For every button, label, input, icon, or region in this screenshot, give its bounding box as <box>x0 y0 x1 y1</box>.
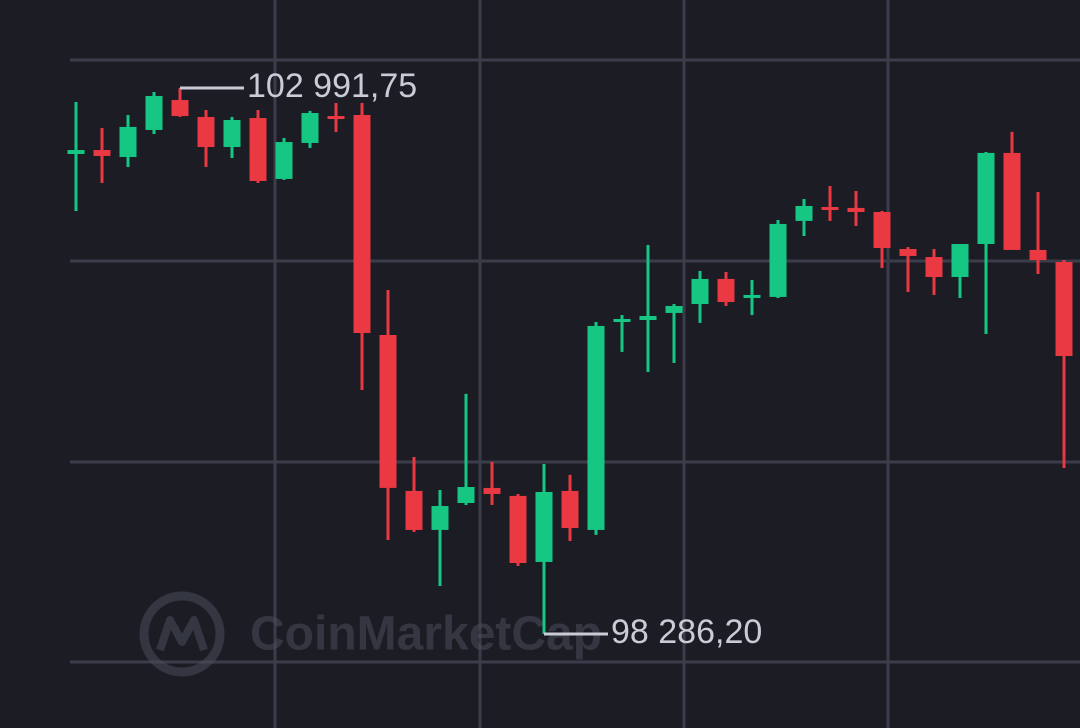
candle <box>717 271 735 306</box>
candle-body <box>561 490 579 528</box>
annotation-label: 98 286,20 <box>611 613 762 651</box>
candle <box>197 110 215 167</box>
candle-body <box>821 207 839 211</box>
annotation-label: 102 991,75 <box>247 67 417 105</box>
candle-body <box>275 142 293 179</box>
candle <box>691 270 709 323</box>
candle-body <box>1055 262 1073 356</box>
candle <box>301 110 319 148</box>
candle <box>795 198 813 237</box>
candle-body <box>119 126 137 157</box>
candle-body <box>587 325 605 530</box>
candle <box>379 289 397 541</box>
candle <box>951 244 969 298</box>
candle-body <box>145 95 163 130</box>
candle <box>171 87 189 117</box>
candle <box>353 103 371 390</box>
candle <box>743 279 761 316</box>
candle <box>405 456 423 533</box>
candle-body <box>457 486 475 504</box>
candle-body <box>509 495 527 563</box>
candle-body <box>483 487 501 494</box>
candle <box>1003 131 1021 250</box>
candle <box>873 210 891 268</box>
candle-body <box>639 315 657 321</box>
candle-body <box>171 100 189 117</box>
candle <box>483 461 501 505</box>
candle <box>223 116 241 159</box>
candle-body <box>613 318 631 322</box>
candle-body <box>535 491 553 562</box>
candle-body <box>93 150 111 156</box>
candle <box>821 186 839 221</box>
candle <box>1029 192 1047 274</box>
candle-body <box>795 205 813 221</box>
candle-body <box>977 152 995 245</box>
candle-body <box>899 249 917 256</box>
watermark-logo-mark <box>156 616 208 652</box>
candle-body <box>249 118 267 182</box>
candle-body <box>717 278 735 303</box>
candle <box>431 490 449 586</box>
watermark-logo <box>139 591 225 677</box>
candle <box>977 152 995 334</box>
candle <box>93 127 111 183</box>
candle <box>249 110 267 183</box>
candle-body <box>951 244 969 277</box>
candle-body <box>1029 249 1047 261</box>
candle <box>613 315 631 352</box>
candle <box>847 190 865 227</box>
candles <box>67 87 1073 634</box>
candle <box>327 103 345 132</box>
candle <box>275 137 293 180</box>
candle-body <box>847 207 865 212</box>
candle-body <box>223 119 241 148</box>
candle <box>665 304 683 363</box>
candle-body <box>665 305 683 313</box>
candle-body <box>925 257 943 277</box>
candle <box>925 249 943 295</box>
candle <box>1055 260 1073 468</box>
candle <box>639 244 657 373</box>
candle-body <box>769 223 787 297</box>
candle <box>119 114 137 167</box>
candle <box>587 321 605 535</box>
candle <box>899 247 917 292</box>
candle-body <box>379 334 397 488</box>
candle-body <box>691 278 709 305</box>
candle-body <box>873 211 891 248</box>
candle-body <box>743 294 761 298</box>
candle-body <box>405 490 423 530</box>
candle-body <box>67 150 85 154</box>
candle-body <box>197 116 215 148</box>
candle <box>561 474 579 541</box>
candle-body <box>327 116 345 120</box>
candle <box>457 393 475 505</box>
candle-body <box>353 114 371 334</box>
candle <box>67 101 85 211</box>
candle <box>769 220 787 298</box>
candle <box>535 464 553 634</box>
grid <box>70 0 1080 728</box>
candle <box>509 493 527 567</box>
annotations: 102 991,75 98 286,20 <box>180 67 762 651</box>
candle <box>145 92 163 135</box>
candle-body <box>431 506 449 530</box>
candle-body <box>1003 152 1021 250</box>
candle-body <box>301 113 319 143</box>
